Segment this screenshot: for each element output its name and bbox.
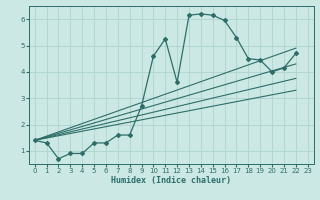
X-axis label: Humidex (Indice chaleur): Humidex (Indice chaleur) bbox=[111, 176, 231, 185]
